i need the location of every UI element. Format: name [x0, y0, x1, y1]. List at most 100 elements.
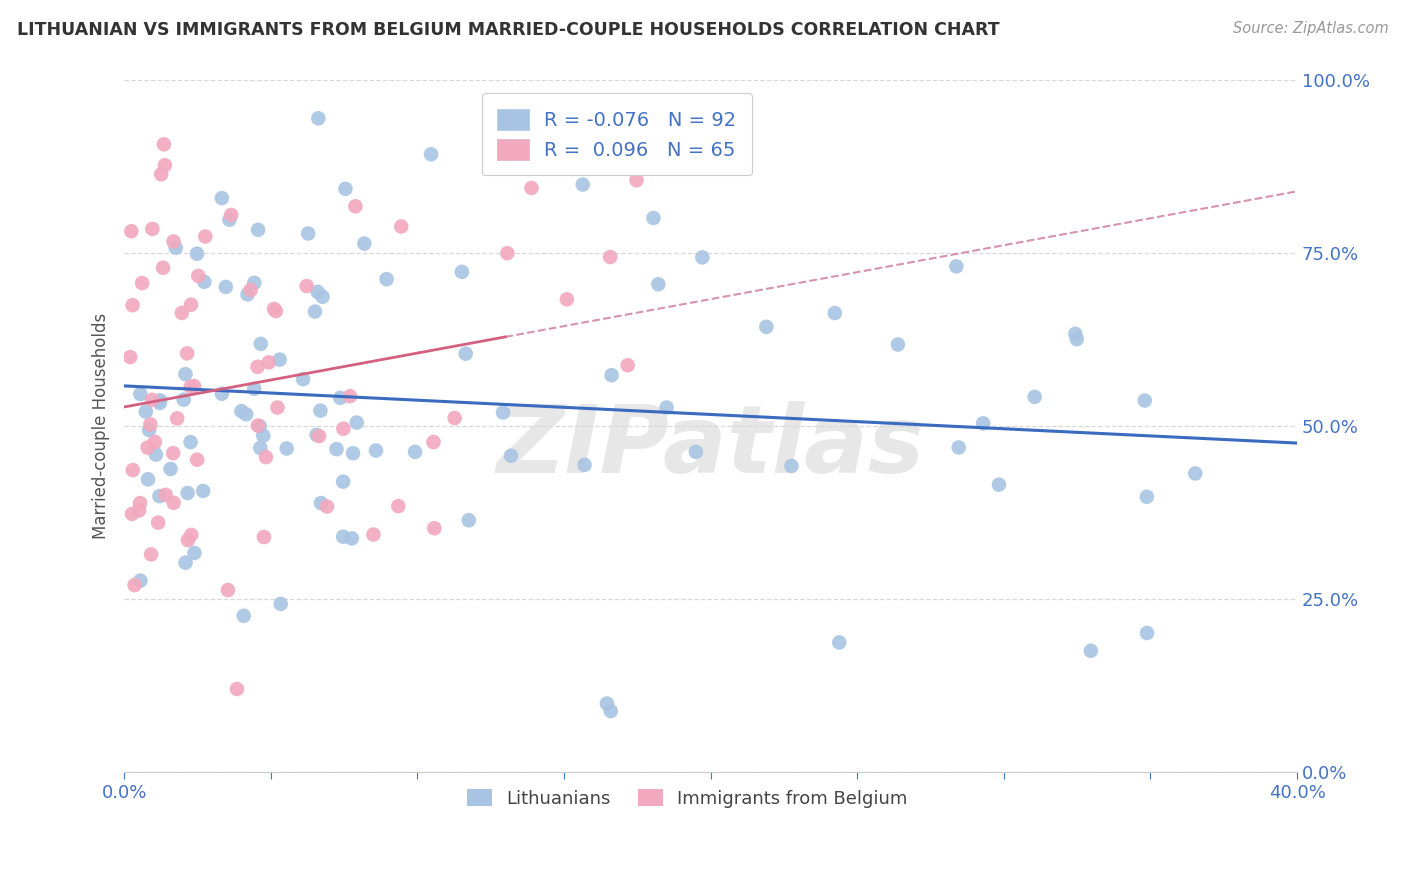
Point	[138, 423, 160, 437]
Point	[344, 199, 367, 213]
Point	[243, 276, 266, 290]
Point	[143, 434, 166, 449]
Point	[295, 279, 318, 293]
Point	[329, 391, 352, 405]
Point	[307, 285, 329, 299]
Point	[423, 521, 446, 535]
Point	[643, 211, 665, 225]
Point	[162, 446, 184, 460]
Point	[626, 173, 648, 187]
Point	[173, 392, 195, 407]
Point	[150, 167, 173, 181]
Point	[211, 386, 233, 401]
Point	[187, 268, 209, 283]
Point	[311, 290, 333, 304]
Point	[176, 486, 198, 500]
Point	[499, 449, 522, 463]
Point	[249, 419, 271, 434]
Point	[340, 532, 363, 546]
Point	[309, 496, 332, 510]
Point	[945, 260, 967, 274]
Point	[276, 442, 298, 456]
Point	[451, 265, 474, 279]
Point	[364, 443, 387, 458]
Point	[685, 445, 707, 459]
Point	[219, 208, 242, 222]
Point	[454, 346, 477, 360]
Point	[121, 463, 143, 477]
Point	[342, 446, 364, 460]
Point	[139, 548, 162, 562]
Point	[180, 298, 202, 312]
Point	[1024, 390, 1046, 404]
Point	[492, 405, 515, 419]
Point	[153, 158, 176, 172]
Point	[246, 359, 269, 374]
Point	[332, 475, 354, 489]
Point	[177, 533, 200, 547]
Point	[824, 306, 846, 320]
Point	[420, 147, 443, 161]
Point	[574, 458, 596, 472]
Point	[246, 418, 269, 433]
Point	[194, 229, 217, 244]
Point	[596, 697, 619, 711]
Point	[600, 368, 623, 383]
Point	[152, 260, 174, 275]
Point	[496, 246, 519, 260]
Point	[692, 251, 714, 265]
Point	[887, 337, 910, 351]
Point	[247, 223, 270, 237]
Point	[129, 574, 152, 588]
Point	[174, 556, 197, 570]
Point	[332, 530, 354, 544]
Point	[141, 222, 163, 236]
Point	[297, 227, 319, 241]
Point	[235, 407, 257, 421]
Point	[136, 441, 159, 455]
Point	[353, 236, 375, 251]
Point	[332, 422, 354, 436]
Point	[136, 472, 159, 486]
Point	[987, 477, 1010, 491]
Point	[1136, 626, 1159, 640]
Point	[254, 450, 277, 464]
Point	[249, 336, 271, 351]
Point	[193, 275, 215, 289]
Point	[387, 499, 409, 513]
Point	[162, 496, 184, 510]
Point	[309, 403, 332, 417]
Point	[218, 212, 240, 227]
Point	[325, 442, 347, 457]
Y-axis label: Married-couple Households: Married-couple Households	[93, 313, 110, 539]
Point	[231, 404, 253, 418]
Point	[120, 224, 142, 238]
Point	[270, 597, 292, 611]
Point	[165, 241, 187, 255]
Point	[174, 367, 197, 381]
Point	[404, 445, 426, 459]
Point	[215, 280, 238, 294]
Point	[217, 583, 239, 598]
Point	[1064, 326, 1087, 341]
Point	[139, 417, 162, 432]
Point	[176, 346, 198, 360]
Point	[120, 350, 142, 364]
Point	[153, 137, 176, 152]
Point	[1136, 490, 1159, 504]
Point	[346, 416, 368, 430]
Point	[180, 435, 202, 450]
Point	[129, 387, 152, 401]
Point	[1184, 467, 1206, 481]
Point	[183, 379, 205, 393]
Point	[249, 441, 271, 455]
Point	[304, 304, 326, 318]
Point	[186, 452, 208, 467]
Point	[948, 441, 970, 455]
Point	[422, 435, 444, 450]
Point	[162, 235, 184, 249]
Point	[170, 306, 193, 320]
Point	[128, 503, 150, 517]
Point	[166, 411, 188, 425]
Point	[183, 546, 205, 560]
